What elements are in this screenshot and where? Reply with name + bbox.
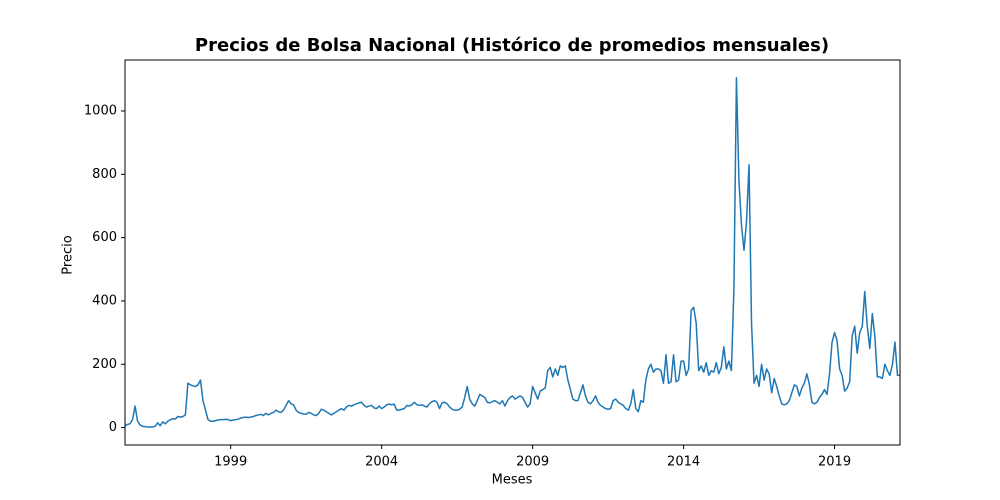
chart-title: Precios de Bolsa Nacional (Histórico de … [195, 35, 829, 56]
x-tick-label: 2019 [818, 455, 851, 470]
y-tick-label: 0 [109, 420, 117, 435]
y-tick-label: 1000 [84, 103, 117, 118]
plot-frame [124, 59, 901, 446]
y-tick-label: 600 [92, 230, 117, 245]
y-tick-label: 800 [92, 167, 117, 182]
y-tick-label: 400 [92, 293, 117, 308]
x-tick-label: 2004 [365, 455, 398, 470]
x-axis-label: Meses [492, 473, 533, 488]
x-tick-label: 2009 [516, 455, 549, 470]
price-line [124, 76, 900, 428]
x-tick-label: 1999 [214, 455, 247, 470]
x-tick-label: 2014 [667, 455, 700, 470]
y-tick-label: 200 [92, 357, 117, 372]
y-axis-label: Precio [61, 235, 76, 274]
